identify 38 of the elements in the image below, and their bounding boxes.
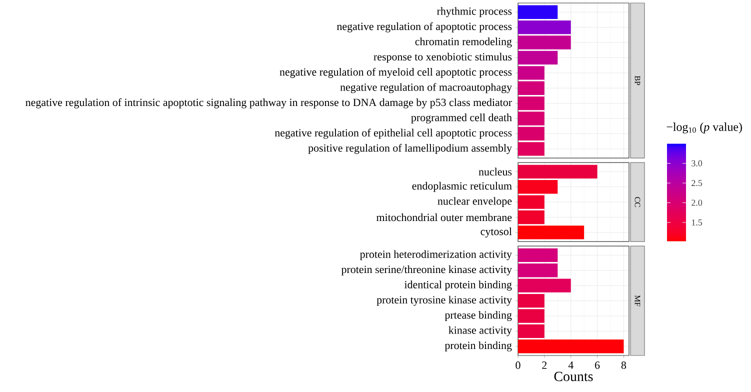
bar bbox=[518, 164, 598, 178]
y-tick-label: cytosol bbox=[480, 227, 512, 238]
y-tick-label: mitochondrial outer membrane bbox=[376, 213, 512, 222]
x-tick-label: 6 bbox=[595, 362, 600, 369]
color-bar-label: 1.5 bbox=[692, 219, 702, 226]
y-tick-label: negative regulation of intrinsic apoptotic signaling pathway in response to DNA damage by p53 class mediator bbox=[26, 98, 512, 108]
y-tick-label: programmed cell death bbox=[411, 114, 512, 124]
color-bar-label: 2.5 bbox=[692, 180, 702, 186]
bar bbox=[518, 180, 558, 194]
y-tick-label: rhythmic process bbox=[437, 7, 512, 18]
color-bar-label: 2.0 bbox=[692, 200, 702, 206]
y-tick-label: positive regulation of lamellipodium assembly bbox=[308, 144, 512, 154]
y-tick-label: identical protein binding bbox=[404, 280, 512, 291]
x-tick-label: 8 bbox=[621, 362, 626, 369]
y-tick-label: protein heterodimerization activity bbox=[360, 250, 512, 260]
y-tick-label: negative regulation of epithelial cell apoptotic process bbox=[274, 128, 512, 139]
y-tick-label: negative regulation of myeloid cell apoptotic process bbox=[280, 68, 512, 78]
y-tick-label: response to xenobiotic stimulus bbox=[374, 52, 512, 63]
y-tick-label: endoplasmic reticulum bbox=[412, 182, 512, 192]
bar bbox=[518, 278, 571, 292]
y-tick-label: protein binding bbox=[444, 341, 512, 352]
color-bar-title: −log$_{10}$ (p value) bbox=[666, 122, 742, 134]
bar bbox=[518, 226, 584, 240]
y-tick-label: chromatin remodeling bbox=[415, 38, 512, 48]
y-tick-label: negative regulation of macroautophagy bbox=[340, 83, 512, 94]
x-tick-label: 4 bbox=[568, 362, 574, 369]
y-tick-label: protein tyrosine kinase activity bbox=[376, 296, 512, 306]
y-tick-label: kinase activity bbox=[448, 326, 512, 336]
y-tick-label: nuclear envelope bbox=[438, 197, 512, 208]
x-tick-label: 0 bbox=[516, 362, 520, 369]
y-tick-label: prtease binding bbox=[444, 311, 512, 321]
y-tick-label: nucleus bbox=[478, 168, 512, 176]
x-tick-label: 2 bbox=[542, 362, 547, 369]
y-tick-label: negative regulation of apoptotic process bbox=[336, 22, 512, 32]
y-tick-label: protein serine/threonine kinase activity bbox=[341, 265, 512, 276]
x-axis-title: Counts bbox=[554, 372, 593, 382]
color-bar-label: 3.0 bbox=[692, 160, 702, 166]
bar bbox=[518, 340, 624, 354]
